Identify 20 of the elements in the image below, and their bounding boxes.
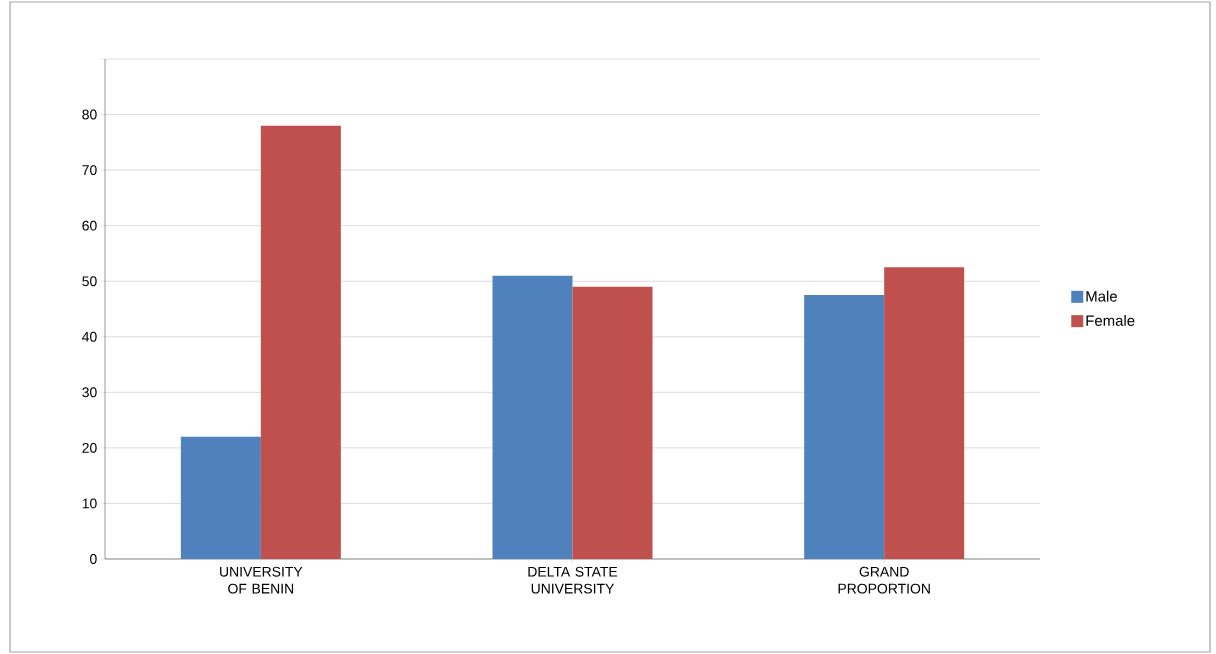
- bar: [572, 286, 653, 559]
- y-tick-label: 60: [82, 220, 97, 231]
- y-tick-label: 40: [82, 331, 97, 342]
- legend-label: Female: [1086, 314, 1135, 326]
- legend-label: Male: [1086, 290, 1117, 302]
- bar: [492, 275, 573, 559]
- y-tick-label: 0: [90, 554, 97, 564]
- bar: [804, 295, 885, 559]
- y-tick-label: 50: [82, 276, 97, 287]
- x-tick-label: GRAND PROPORTION: [838, 566, 930, 594]
- y-tick-label: 20: [82, 442, 97, 453]
- bar: [260, 125, 341, 559]
- x-tick-label: DELTA STATE UNIVERSITY: [528, 566, 618, 594]
- y-tick-label: 30: [82, 387, 97, 398]
- bar: [884, 267, 965, 559]
- x-tick-label: UNIVERSITY OF BENIN: [220, 566, 303, 594]
- y-tick-label: 80: [82, 109, 97, 120]
- bar: [180, 436, 261, 559]
- y-tick-label: 10: [82, 498, 97, 509]
- y-tick-label: 70: [82, 165, 97, 176]
